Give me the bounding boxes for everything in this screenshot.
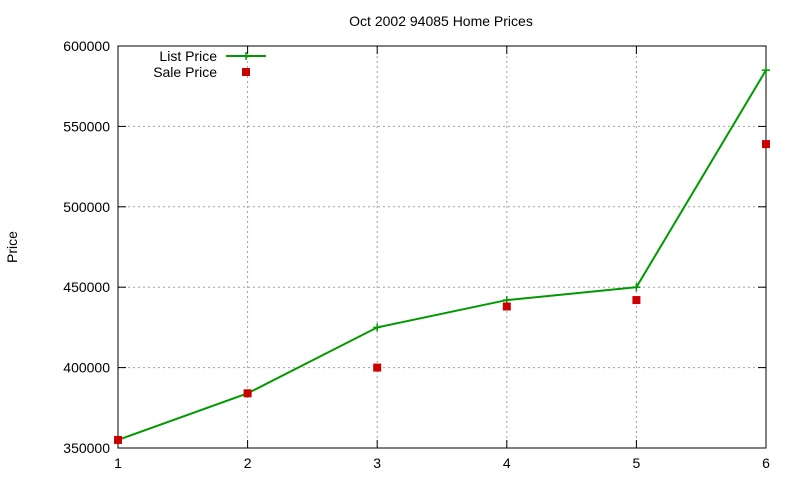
y-tick-label: 400000 — [63, 360, 110, 376]
legend-label: List Price — [159, 48, 217, 64]
sale-price-point — [762, 140, 770, 149]
list-price-point — [373, 323, 382, 332]
sale-price-point — [114, 435, 122, 444]
list-price-line — [117, 69, 767, 441]
list-price-point — [762, 66, 770, 75]
y-tick-label: 350000 — [63, 440, 110, 456]
series-sale-price — [114, 140, 770, 444]
x-tick-label: 1 — [114, 455, 122, 471]
chart-title: Oct 2002 94085 Home Prices — [349, 13, 533, 29]
x-tick-label: 6 — [762, 455, 770, 471]
legend-label: Sale Price — [153, 64, 217, 80]
series-layer — [114, 66, 770, 444]
sale-price-point — [243, 389, 252, 398]
legend-swatch-plus — [242, 52, 250, 60]
sale-price-point — [502, 302, 511, 311]
x-tick-label: 5 — [633, 455, 641, 471]
grid — [118, 46, 766, 448]
axes — [117, 45, 767, 449]
series-list-price — [114, 66, 770, 444]
tick-labels: 350000 400000 450000 500000 550000 600000 1 2 3 4… — [63, 38, 770, 471]
y-tick-label: 500000 — [63, 199, 110, 215]
sale-price-point — [632, 296, 641, 305]
y-tick-label: 450000 — [63, 279, 110, 295]
sale-price-point — [373, 363, 382, 372]
x-tick-label: 2 — [244, 455, 252, 471]
legend-swatch-square — [242, 68, 250, 76]
list-price-point — [632, 283, 641, 292]
y-tick-label: 600000 — [63, 38, 110, 54]
x-tick-label: 3 — [373, 455, 381, 471]
y-tick-label: 550000 — [63, 118, 110, 134]
plot-border — [117, 45, 767, 449]
y-axis-label: Price — [4, 231, 20, 263]
x-tick-label: 4 — [503, 455, 511, 471]
